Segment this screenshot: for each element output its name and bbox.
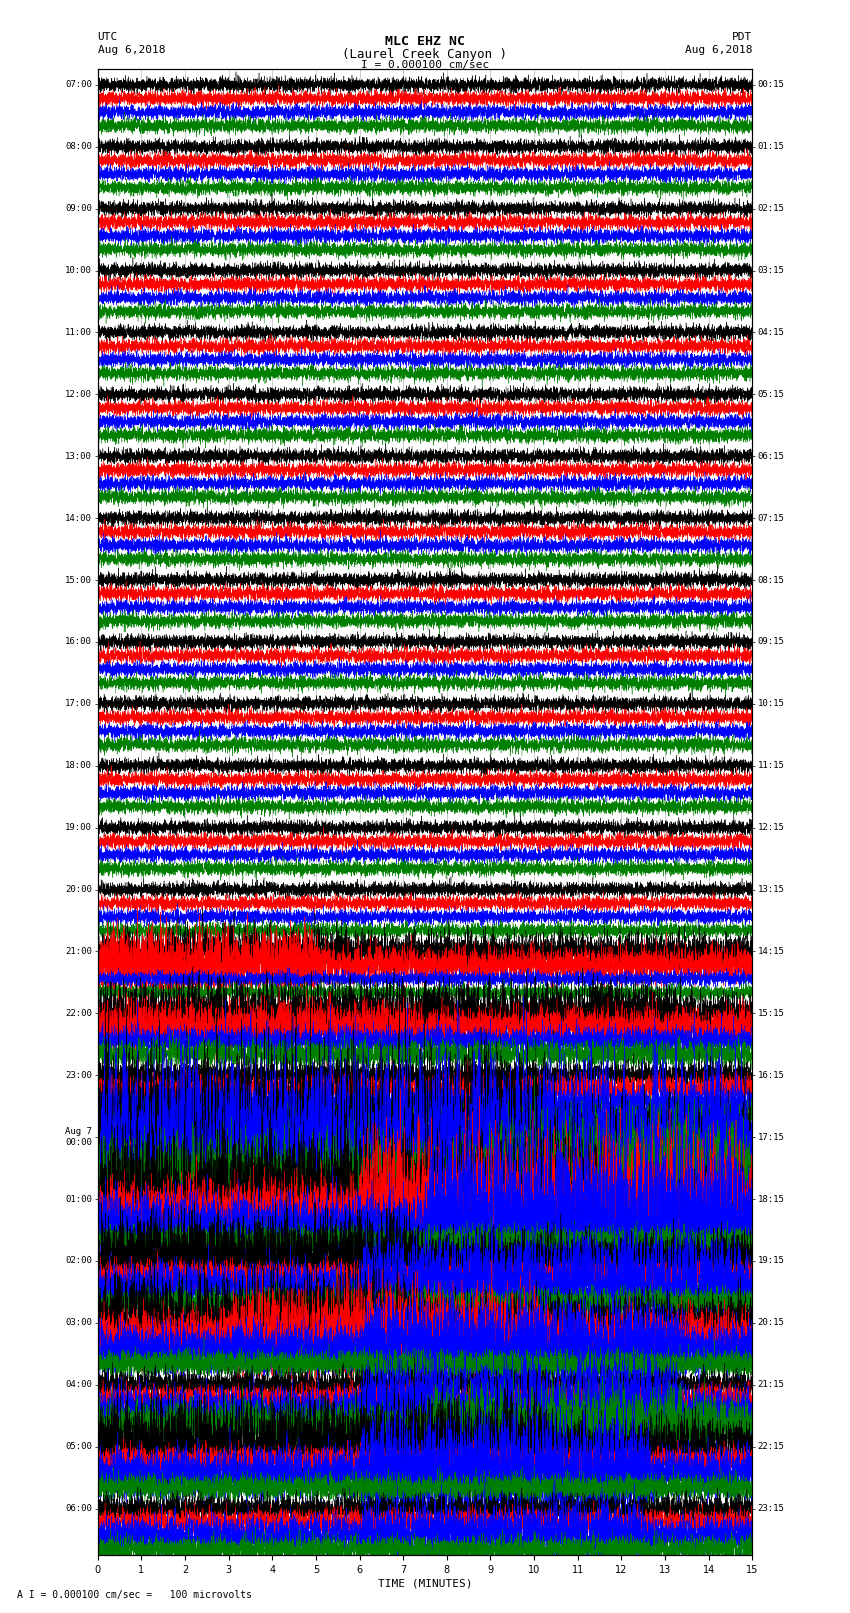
Text: Aug 6,2018: Aug 6,2018 (98, 45, 165, 55)
Text: UTC: UTC (98, 32, 118, 42)
Text: MLC EHZ NC: MLC EHZ NC (385, 35, 465, 48)
Text: Aug 6,2018: Aug 6,2018 (685, 45, 752, 55)
Text: PDT: PDT (732, 32, 752, 42)
Text: I = 0.000100 cm/sec: I = 0.000100 cm/sec (361, 60, 489, 71)
Text: (Laurel Creek Canyon ): (Laurel Creek Canyon ) (343, 47, 507, 61)
Text: A I = 0.000100 cm/sec =   100 microvolts: A I = 0.000100 cm/sec = 100 microvolts (17, 1590, 252, 1600)
X-axis label: TIME (MINUTES): TIME (MINUTES) (377, 1579, 473, 1589)
